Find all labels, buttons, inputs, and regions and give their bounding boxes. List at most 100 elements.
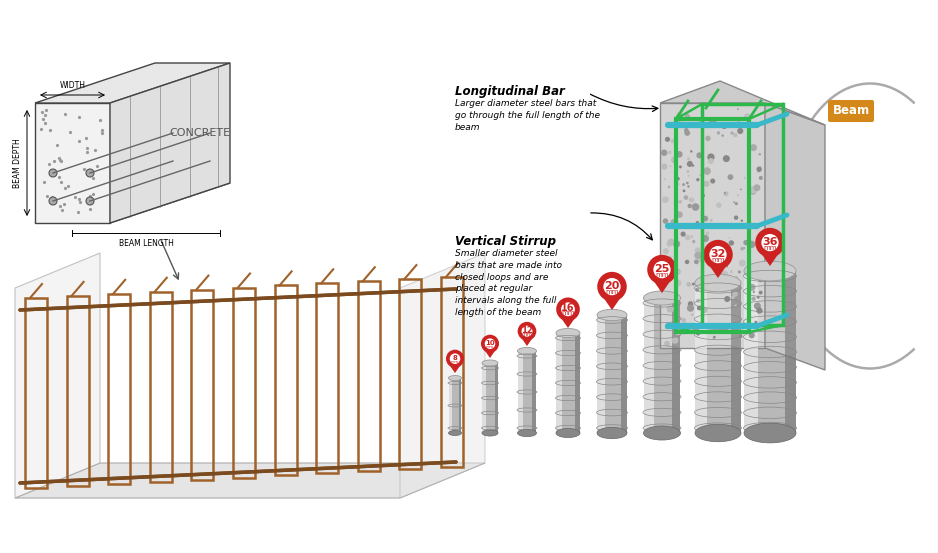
Ellipse shape xyxy=(556,328,580,337)
Circle shape xyxy=(49,169,57,177)
Circle shape xyxy=(689,198,692,201)
Circle shape xyxy=(704,167,711,175)
Circle shape xyxy=(690,235,693,238)
Text: WIDTH: WIDTH xyxy=(59,81,85,90)
Circle shape xyxy=(676,112,683,118)
Circle shape xyxy=(704,170,709,175)
Polygon shape xyxy=(495,363,498,433)
Circle shape xyxy=(673,241,680,248)
Circle shape xyxy=(663,218,668,224)
Polygon shape xyxy=(765,103,825,370)
Circle shape xyxy=(758,278,763,282)
Circle shape xyxy=(724,328,729,332)
Circle shape xyxy=(707,153,715,161)
Circle shape xyxy=(759,291,763,294)
Circle shape xyxy=(667,305,674,312)
Circle shape xyxy=(757,296,760,299)
Circle shape xyxy=(662,196,669,203)
Circle shape xyxy=(749,284,755,291)
Text: 25: 25 xyxy=(655,264,670,274)
Circle shape xyxy=(685,130,690,136)
Circle shape xyxy=(687,157,690,160)
Circle shape xyxy=(701,222,704,225)
Circle shape xyxy=(702,194,705,197)
Circle shape xyxy=(720,283,727,290)
Circle shape xyxy=(702,235,709,242)
Circle shape xyxy=(750,144,757,151)
Circle shape xyxy=(692,326,699,333)
Circle shape xyxy=(754,302,761,310)
Polygon shape xyxy=(35,103,110,223)
Circle shape xyxy=(671,219,676,226)
Polygon shape xyxy=(532,351,536,433)
Circle shape xyxy=(692,240,695,243)
Ellipse shape xyxy=(744,261,796,281)
Circle shape xyxy=(696,178,700,181)
Circle shape xyxy=(708,118,715,124)
Circle shape xyxy=(751,296,756,301)
Circle shape xyxy=(684,195,688,200)
Circle shape xyxy=(737,128,743,134)
Circle shape xyxy=(757,169,761,173)
Circle shape xyxy=(756,307,763,314)
Circle shape xyxy=(730,282,732,284)
Circle shape xyxy=(682,183,685,186)
Circle shape xyxy=(699,284,703,287)
Circle shape xyxy=(716,280,718,282)
Circle shape xyxy=(696,122,702,128)
Circle shape xyxy=(674,268,681,275)
Text: mm: mm xyxy=(656,272,669,278)
Circle shape xyxy=(679,165,682,169)
Circle shape xyxy=(759,176,763,180)
Circle shape xyxy=(731,132,734,135)
Polygon shape xyxy=(15,253,100,498)
Text: 10: 10 xyxy=(485,340,495,346)
Polygon shape xyxy=(575,333,580,433)
Circle shape xyxy=(666,256,673,262)
Ellipse shape xyxy=(597,309,627,321)
Circle shape xyxy=(759,153,761,155)
Polygon shape xyxy=(561,317,576,328)
Circle shape xyxy=(694,259,699,264)
Ellipse shape xyxy=(744,423,796,443)
Text: 32: 32 xyxy=(710,249,726,259)
Circle shape xyxy=(733,291,738,297)
Circle shape xyxy=(713,336,716,338)
Circle shape xyxy=(697,306,702,310)
Circle shape xyxy=(675,328,682,335)
Circle shape xyxy=(728,174,734,180)
Circle shape xyxy=(729,237,731,239)
Circle shape xyxy=(760,165,762,168)
Circle shape xyxy=(724,192,726,194)
Polygon shape xyxy=(731,283,741,433)
Polygon shape xyxy=(449,365,461,373)
Text: mm: mm xyxy=(605,289,619,295)
Circle shape xyxy=(446,349,464,368)
Circle shape xyxy=(698,119,705,127)
Polygon shape xyxy=(482,363,498,433)
Circle shape xyxy=(749,186,757,194)
Polygon shape xyxy=(482,363,486,433)
Polygon shape xyxy=(660,81,825,125)
Circle shape xyxy=(728,275,733,280)
Text: mm: mm xyxy=(561,310,575,316)
Circle shape xyxy=(723,155,730,162)
Circle shape xyxy=(687,223,692,229)
Circle shape xyxy=(696,221,699,225)
Circle shape xyxy=(724,296,731,302)
Circle shape xyxy=(667,241,673,247)
Circle shape xyxy=(709,246,727,263)
Circle shape xyxy=(522,326,533,337)
Ellipse shape xyxy=(482,430,498,436)
Circle shape xyxy=(748,314,751,317)
Circle shape xyxy=(691,164,694,167)
Circle shape xyxy=(695,288,699,292)
Circle shape xyxy=(743,240,749,246)
Circle shape xyxy=(734,216,738,220)
Text: mm: mm xyxy=(451,360,459,364)
Circle shape xyxy=(710,219,713,222)
Circle shape xyxy=(710,179,716,184)
Circle shape xyxy=(732,243,734,245)
Ellipse shape xyxy=(556,429,580,437)
Circle shape xyxy=(696,331,701,336)
